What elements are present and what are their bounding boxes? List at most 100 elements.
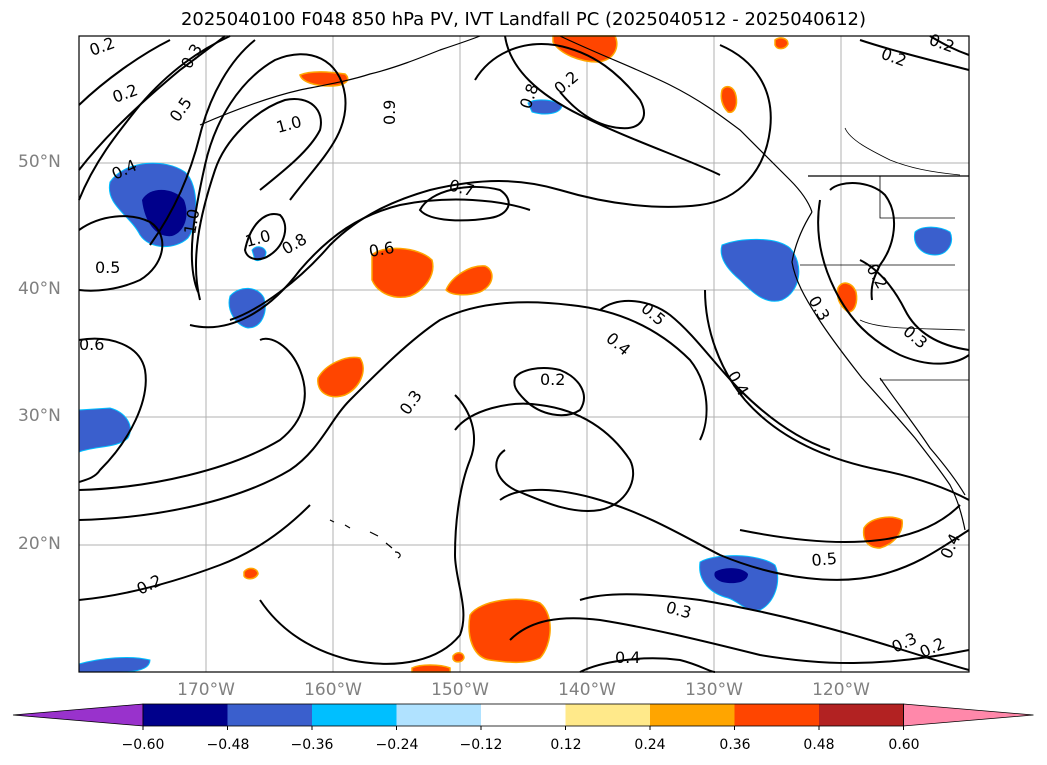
positive-region (317, 356, 364, 398)
colorbar-segment (819, 704, 904, 726)
colorbar-tick-label: 0.48 (803, 737, 835, 753)
pv-contour (78, 301, 708, 521)
plot-frame (78, 35, 970, 673)
contour-label: 0.6 (367, 238, 395, 261)
north-america-coast (791, 211, 966, 531)
colorbar-segment (227, 704, 313, 726)
positive-region (445, 265, 493, 296)
positive-region (452, 652, 465, 663)
positive-region (411, 664, 451, 673)
baja-coast (879, 377, 966, 496)
colorbar-tick-label: 0.24 (634, 737, 666, 753)
negative-region (720, 238, 800, 302)
contour-label: 0.9 (380, 100, 399, 125)
pv-contour (78, 337, 147, 483)
lat-label-50n: 50°N (18, 152, 61, 172)
pv-contour (259, 394, 475, 665)
pv-contour (817, 199, 970, 365)
lon-label-120w: 120°W (812, 680, 870, 700)
pv-contour (78, 35, 226, 171)
pv-contour (499, 488, 970, 581)
contour-label: 1.0 (180, 207, 203, 235)
negative-region (251, 246, 267, 261)
contour-label: 0.4 (615, 648, 640, 667)
pv-contour (579, 657, 716, 673)
contour-label: 0.6 (79, 335, 104, 354)
lat-label-20n: 20°N (18, 534, 61, 554)
pv-contour (739, 504, 961, 543)
positive-region (774, 37, 789, 50)
lat-label-30n: 30°N (18, 406, 61, 426)
pv-contour (149, 39, 256, 246)
pv-contour (859, 259, 970, 351)
alaska-south-coast (559, 35, 813, 213)
contour-label: 0.5 (95, 258, 120, 277)
pv-contour (504, 35, 721, 176)
positive-region (371, 247, 434, 298)
colorbar-extend-min (12, 703, 144, 727)
lon-label-140w: 140°W (558, 680, 616, 700)
graticule (79, 36, 969, 672)
positive-region (468, 598, 551, 664)
lon-label-170w: 170°W (177, 680, 235, 700)
colorbar-frame (142, 703, 904, 727)
colorbar-tick-label: −0.48 (206, 737, 250, 753)
colorbar-segment (312, 704, 397, 726)
lon-label-150w: 150°W (431, 680, 489, 700)
lon-label-160w: 160°W (304, 680, 362, 700)
pv-contours (78, 35, 970, 673)
state-border (859, 319, 966, 331)
pv-contour (418, 186, 510, 222)
pv-contour (474, 43, 645, 130)
colorbar-segment (565, 704, 651, 726)
pv-contour (859, 39, 970, 71)
map-title: 2025040100 F048 850 hPa PV, IVT Landfall… (180, 9, 867, 30)
coastlines (199, 35, 969, 559)
pv-contour (78, 337, 306, 491)
contour-label: 0.2 (540, 370, 565, 389)
colorbar-segment (396, 704, 482, 726)
colorbar-tick-label: 0.60 (888, 737, 920, 753)
pv-contour (190, 53, 347, 293)
colorbar-tick-label: −0.36 (290, 737, 334, 753)
pv-contour (229, 44, 772, 321)
colorbar-segment (481, 704, 566, 726)
negative-region (228, 287, 266, 329)
pv-contour (599, 299, 831, 451)
positive-region (720, 85, 738, 114)
pv-contour (929, 35, 970, 56)
negative-region (78, 407, 131, 453)
negative-region (913, 226, 953, 256)
colorbar-extend-max (903, 703, 1034, 727)
colorbar (12, 703, 1034, 730)
pv-contour (509, 617, 970, 665)
pv-contour (454, 402, 635, 512)
pv-contour (829, 182, 896, 301)
colorbar-tick-label: −0.24 (375, 737, 419, 753)
colorbar-tick-label: −0.60 (121, 737, 165, 753)
pv-contour (243, 213, 287, 261)
colorbar-segment (650, 704, 735, 726)
pv-contour (195, 98, 322, 301)
colorbar-tick-label: −0.12 (459, 737, 503, 753)
pv-contour (78, 504, 311, 601)
lat-label-40n: 40°N (18, 279, 61, 299)
hawaii-islands (329, 519, 401, 559)
pv-contour (78, 215, 164, 292)
plot-area (79, 36, 969, 672)
alaska-coast (199, 35, 481, 126)
pv-contour (189, 198, 531, 329)
contour-label: 0.5 (811, 549, 838, 570)
colorbar-segment (734, 704, 820, 726)
negative-region-core (714, 568, 748, 584)
pv-contour (513, 367, 585, 417)
state-border (844, 127, 961, 176)
colorbar-segment (143, 704, 228, 726)
positive-region (243, 567, 259, 580)
pv-contour (78, 39, 171, 106)
colorbar-tick-label: 0.12 (550, 737, 582, 753)
colorbar-tick-label: 0.36 (719, 737, 751, 753)
lon-label-130w: 130°W (685, 680, 743, 700)
pv-contour (704, 289, 970, 501)
